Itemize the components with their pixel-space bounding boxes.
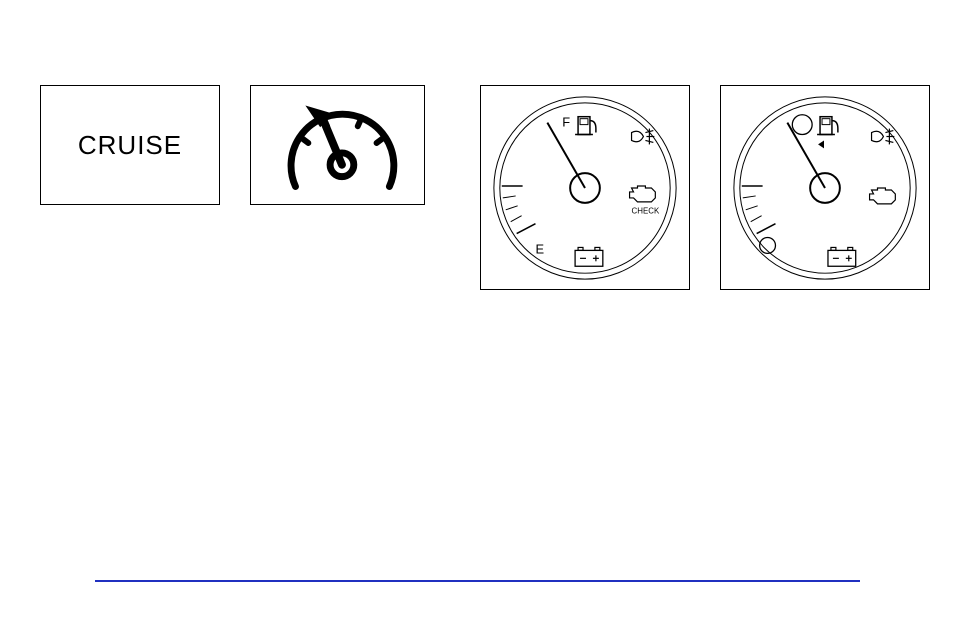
horizontal-rule — [95, 580, 860, 582]
speedometer-icon — [251, 85, 424, 205]
fuel-gauge-a-svg: F E — [481, 86, 689, 291]
low-fuel-icon — [792, 115, 812, 135]
panel-row: CRUISE F — [40, 85, 954, 290]
speedometer-panel — [250, 85, 425, 205]
cruise-panel: CRUISE — [40, 85, 220, 205]
rear-fog-icon — [872, 129, 895, 145]
fuel-gauge-b-svg — [721, 86, 929, 291]
empty-label: E — [535, 241, 544, 256]
cruise-label: CRUISE — [78, 130, 182, 161]
engine-icon — [630, 186, 656, 202]
battery-icon — [575, 247, 603, 266]
check-label: CHECK — [632, 207, 660, 216]
fuel-side-arrow-icon — [818, 140, 824, 148]
fuel-pump-icon — [575, 117, 596, 135]
rear-fog-icon — [632, 129, 655, 145]
fuel-pump-icon — [817, 117, 838, 135]
engine-icon — [870, 188, 896, 204]
battery-icon — [828, 247, 856, 266]
full-label: F — [562, 115, 570, 130]
fuel-gauge-panel-a: F E — [480, 85, 690, 290]
fuel-gauge-panel-b — [720, 85, 930, 290]
